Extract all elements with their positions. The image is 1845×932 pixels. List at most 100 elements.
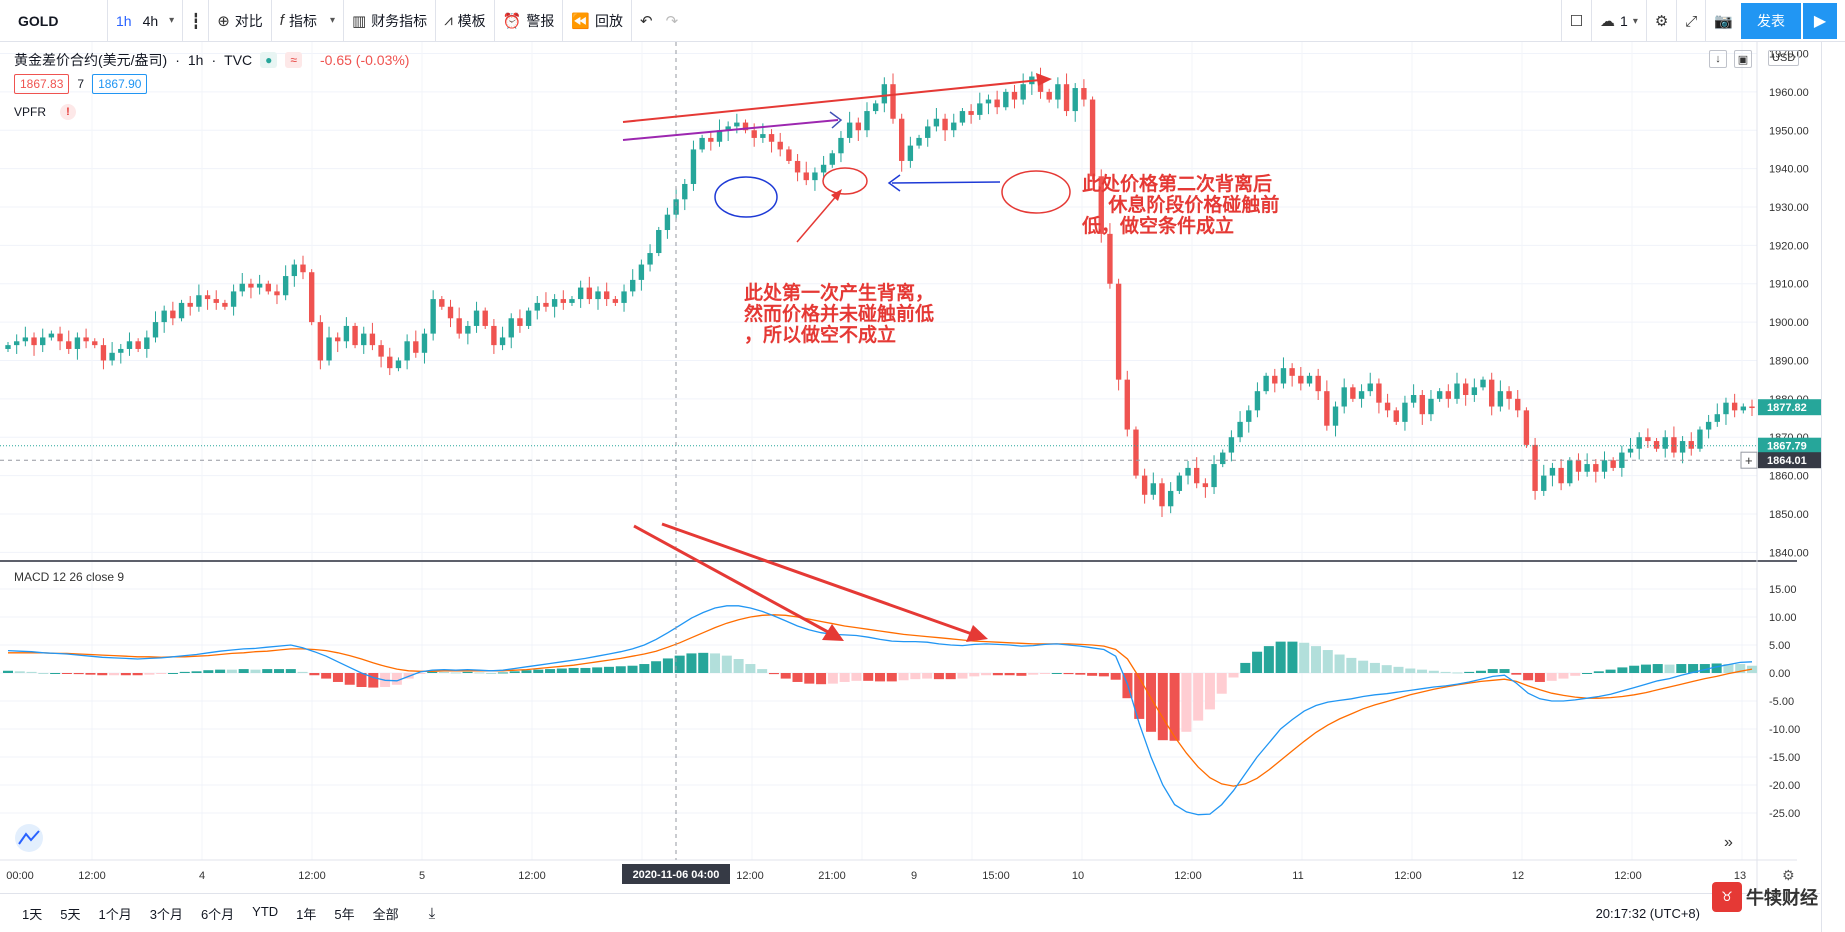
- candle-body: [951, 122, 957, 131]
- macd-legend[interactable]: MACD 12 26 close 9: [14, 570, 125, 584]
- financials-button[interactable]: ▥ 财务指标: [344, 0, 437, 42]
- market-status-icon[interactable]: ●: [260, 52, 278, 68]
- ask-price[interactable]: 1867.90: [92, 74, 148, 94]
- chevron-down-icon[interactable]: ▾: [169, 15, 175, 26]
- candle-body: [656, 230, 662, 254]
- macd-tick: 5.00: [1769, 640, 1790, 652]
- candle-body: [586, 287, 593, 300]
- histogram-bar: [179, 671, 190, 673]
- candle-body: [1749, 406, 1755, 409]
- interval-1h-button[interactable]: 1h: [116, 12, 132, 29]
- publish-button[interactable]: 发表: [1741, 3, 1801, 39]
- histogram-bar: [1475, 670, 1486, 673]
- range-button[interactable]: 全部: [372, 906, 399, 922]
- histogram-bar: [486, 673, 497, 674]
- clock[interactable]: 20:17:32 (UTC+8): [1595, 906, 1700, 921]
- arrow-head: [966, 625, 988, 642]
- histogram-bar: [792, 673, 803, 682]
- range-button[interactable]: 1年: [296, 906, 317, 922]
- maximize-pane-button[interactable]: ▣: [1734, 50, 1752, 68]
- fullscreen-button[interactable]: ⤢: [1677, 0, 1707, 42]
- candle-body: [829, 153, 835, 165]
- candle-body: [1627, 448, 1634, 453]
- legend-source: TVC: [224, 52, 253, 68]
- time-tick: 12:00: [1174, 870, 1202, 882]
- histogram-bar: [710, 653, 721, 673]
- symbol-label: GOLD: [18, 12, 59, 29]
- chart-canvas[interactable]: 1970.001960.001950.001940.001930.001920.…: [0, 42, 1821, 893]
- templates-button[interactable]: ⩘ 模板: [436, 0, 495, 42]
- range-button[interactable]: 3个月: [149, 906, 183, 922]
- axis-settings-icon: ⚙: [1782, 868, 1795, 884]
- interval-4h-button[interactable]: 4h: [142, 12, 159, 29]
- time-tick: 12:00: [736, 870, 764, 882]
- range-button[interactable]: 1个月: [98, 906, 132, 922]
- compare-label: 对比: [234, 12, 263, 29]
- candle-body: [551, 299, 558, 307]
- candle-body: [256, 283, 263, 288]
- histogram-bar: [1146, 673, 1157, 732]
- indicators-button[interactable]: f 指标 ▾: [272, 0, 344, 42]
- histogram-bar: [1346, 657, 1357, 673]
- goto-date-icon[interactable]: ⤓: [428, 904, 436, 922]
- range-button[interactable]: YTD: [252, 903, 279, 919]
- currency-unit[interactable]: USD: [1768, 50, 1800, 66]
- histogram-bar: [368, 673, 379, 688]
- macd-tick: 10.00: [1769, 612, 1797, 624]
- histogram-bar: [85, 673, 96, 675]
- candle-body: [1020, 84, 1026, 100]
- compare-button[interactable]: ⊕ 对比: [209, 0, 272, 42]
- alert-button[interactable]: ⏰ 警报: [495, 0, 564, 42]
- histogram-bar: [1039, 673, 1050, 674]
- redo-icon[interactable]: ↷: [665, 12, 679, 30]
- last-price-label: 1877.82: [1767, 402, 1807, 414]
- histogram-bar: [332, 673, 343, 682]
- range-button[interactable]: 5天: [60, 906, 81, 922]
- time-tick: 12:00: [518, 870, 546, 882]
- candle-body: [612, 299, 619, 303]
- vpfr-label[interactable]: VPFR: [14, 105, 47, 119]
- layout-select-button[interactable]: ☁ 1 ▾: [1592, 0, 1647, 42]
- fullscreen-layout-button[interactable]: ☐: [1560, 0, 1593, 42]
- histogram-bar: [38, 673, 49, 674]
- range-button[interactable]: 5年: [334, 906, 355, 922]
- candle-body: [734, 122, 740, 127]
- bottom-toolbar: 1天 5天 1个月 3个月 6个月 YTD 1年 5年 全部 ⤓ 20:17:32 (UTC+8…: [0, 893, 1820, 932]
- histogram-bar: [391, 673, 402, 685]
- histogram-bar: [1699, 664, 1710, 673]
- warning-icon[interactable]: !: [60, 104, 77, 120]
- candle-body: [664, 214, 671, 231]
- undo-icon[interactable]: ↶: [640, 12, 653, 30]
- range-button[interactable]: 1天: [22, 906, 43, 922]
- time-tick: 00:00: [6, 870, 34, 882]
- symbol-search-button[interactable]: GOLD: [0, 0, 108, 42]
- snapshot-button[interactable]: 📷: [1706, 0, 1741, 42]
- candle-body: [326, 337, 332, 361]
- candle-body: [421, 333, 428, 353]
- histogram-bar: [1452, 672, 1463, 674]
- candle-body: [1593, 464, 1599, 472]
- candle-body: [1419, 395, 1425, 415]
- chevron-down-icon: ▾: [1632, 15, 1638, 27]
- bid-price[interactable]: 1867.83: [14, 74, 70, 94]
- settings-button[interactable]: ⚙: [1647, 0, 1678, 42]
- chart-type-button[interactable]: ┇: [183, 0, 210, 42]
- wave-icon[interactable]: ≈: [285, 52, 302, 68]
- replay-button[interactable]: ⏪ 回放: [563, 0, 633, 42]
- watermark-text: 牛犊财经: [1746, 888, 1818, 908]
- range-button[interactable]: 6个月: [200, 906, 235, 922]
- symbol-name: 黄金差价合约(美元/盎司): [14, 52, 168, 68]
- histogram-bar: [250, 669, 261, 673]
- candle-body: [499, 337, 506, 346]
- candle-body: [187, 302, 193, 307]
- layout-count: 1: [1620, 13, 1628, 29]
- play-button[interactable]: ▶: [1803, 3, 1837, 39]
- trend-line-red: [622, 79, 1041, 123]
- candle-body: [872, 103, 879, 112]
- candle-body: [577, 287, 584, 300]
- scroll-down-button[interactable]: ↓: [1709, 50, 1727, 68]
- candle-body: [1237, 421, 1243, 438]
- histogram-bar: [1157, 673, 1168, 741]
- candle-body: [786, 149, 792, 161]
